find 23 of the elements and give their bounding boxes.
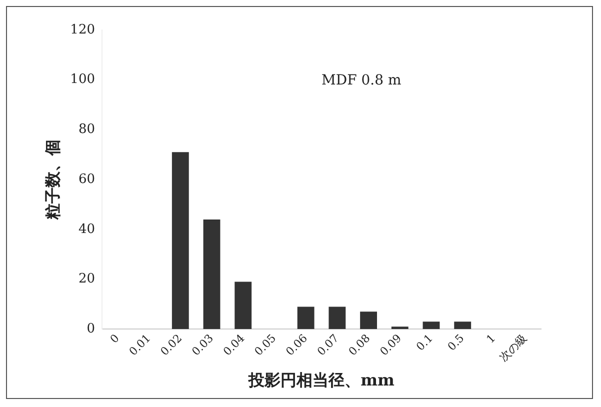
x-tick-label: 0.1 (414, 332, 436, 354)
bar (328, 306, 346, 330)
x-tick-label: 次の級 (496, 332, 530, 364)
y-tick-label: 20 (78, 272, 96, 287)
bar (422, 322, 440, 330)
bar (172, 152, 189, 330)
annotation: MDF 0.8 m (322, 72, 402, 88)
x-tick-label: 1 (484, 332, 498, 346)
bar (391, 326, 408, 330)
bar (203, 219, 220, 330)
bar (360, 312, 378, 330)
y-tick-label: 80 (78, 122, 96, 138)
y-axis-title: 粒子数、個 (42, 140, 62, 221)
x-axis-title: 投影円相当径、mm (248, 370, 395, 390)
y-tick-label: 120 (70, 22, 96, 38)
y-tick-label: 40 (78, 222, 96, 237)
bar (234, 282, 252, 330)
y-tick-label: 100 (70, 72, 96, 88)
bar (454, 322, 472, 330)
y-tick-label: 60 (78, 172, 96, 187)
x-tick-label: 0.5 (445, 332, 467, 354)
bar (297, 306, 314, 330)
x-tick-label: 0 (108, 332, 122, 346)
